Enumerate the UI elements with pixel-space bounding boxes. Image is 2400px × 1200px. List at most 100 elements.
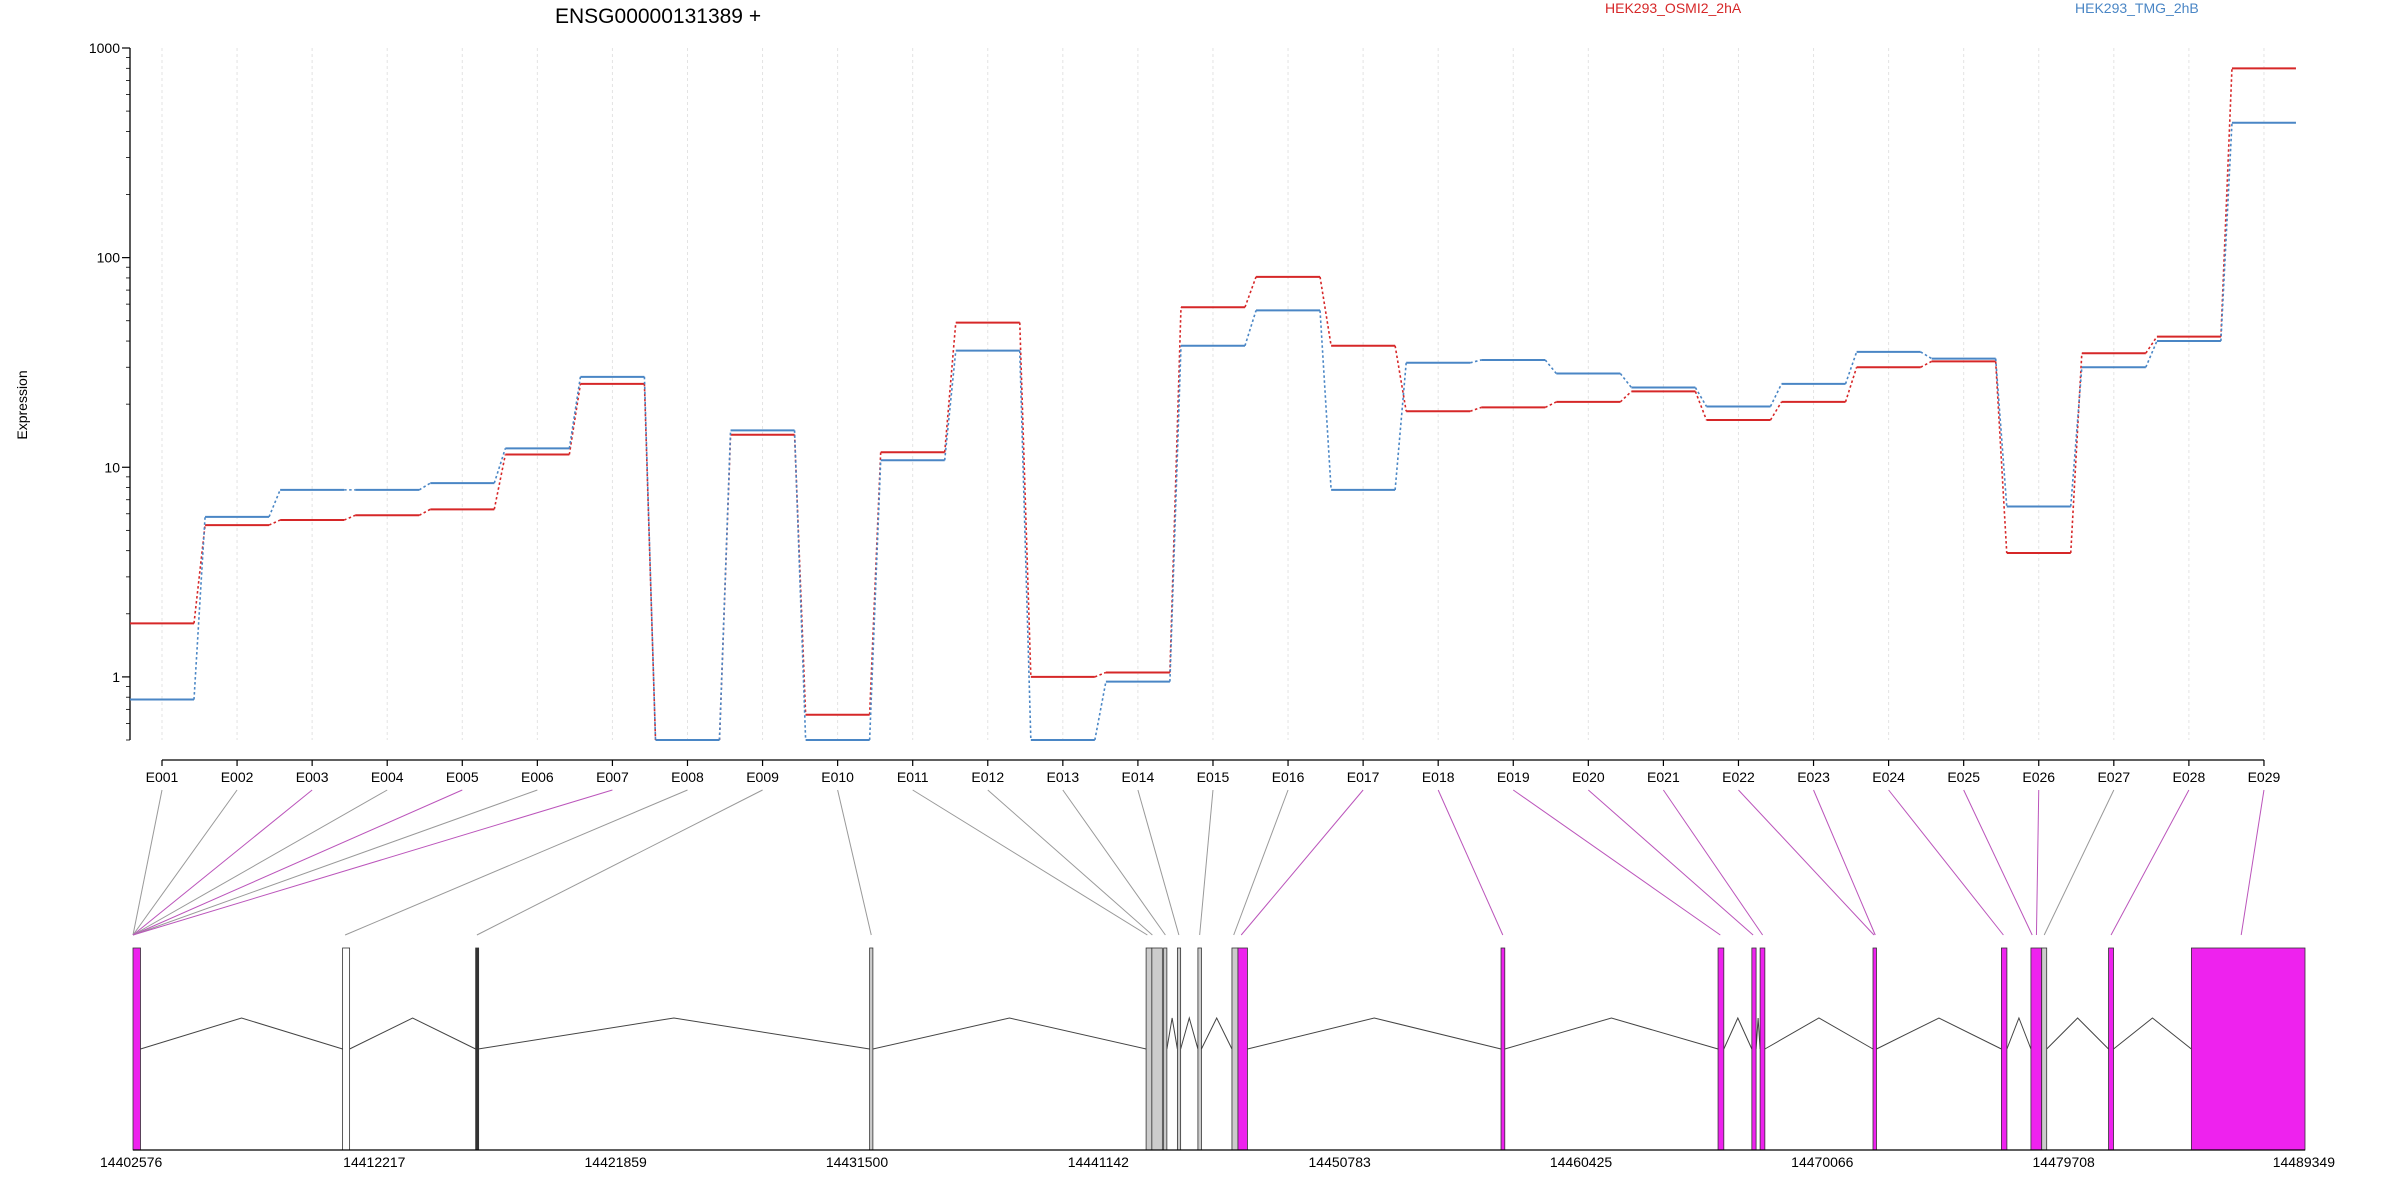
series-transition	[1844, 367, 1858, 403]
y-tick-label: 1	[112, 669, 120, 685]
exon-box-8	[1176, 947, 1182, 1151]
x-tick-label-e025: E025	[1947, 769, 1980, 785]
x-tick-label-e018: E018	[1422, 769, 1455, 785]
intron-line	[1247, 1017, 1502, 1050]
series-transition	[1769, 383, 1783, 407]
y-axis: 1 10 100 1000	[89, 40, 131, 741]
coordinate-tick-label: 14470066	[1791, 1154, 1854, 1170]
connector-e016	[1233, 789, 1289, 936]
coordinate-tick-label: 14450783	[1309, 1154, 1372, 1170]
connector-e008	[344, 789, 688, 936]
connector-e021	[1662, 789, 1764, 936]
connector-e018	[1437, 789, 1504, 936]
x-tick-label-e028: E028	[2173, 769, 2206, 785]
exon-box-4	[869, 947, 874, 1151]
x-axis: E001 E002 E003 E004 E005 E006 E007 E008 E009 E010…	[146, 759, 2281, 785]
x-tick-label-e007: E007	[596, 769, 629, 785]
connector-e012	[987, 789, 1153, 936]
x-tick-label-e011: E011	[897, 769, 929, 785]
series-transition	[943, 350, 957, 461]
series-transition	[493, 454, 507, 510]
series-transition	[2069, 367, 2083, 507]
series-transition	[1244, 310, 1257, 346]
connector-e017	[1240, 789, 1364, 936]
connector-e029	[2240, 789, 2265, 936]
x-tick-label-e027: E027	[2097, 769, 2130, 785]
exon-box-18	[2030, 947, 2043, 1151]
intron-line	[478, 1017, 870, 1050]
series-transition	[1920, 351, 1933, 360]
intron-line	[2113, 1017, 2192, 1050]
series-transition	[1018, 322, 1032, 677]
x-tick-label-e002: E002	[221, 769, 254, 785]
connector-e002	[132, 789, 238, 936]
intron-line	[2006, 1016, 2032, 1050]
series-transition	[1544, 401, 1557, 409]
exon-box-6	[1151, 947, 1163, 1151]
x-tick-label-e016: E016	[1272, 769, 1305, 785]
series-transition	[493, 448, 507, 484]
x-tick-label-e029: E029	[2248, 769, 2281, 785]
series-transition	[1244, 276, 1257, 308]
series-transition	[793, 430, 807, 741]
series-transition	[1394, 362, 1407, 490]
x-tick-label-e024: E024	[1872, 769, 1905, 785]
exon-box-19	[2041, 947, 2048, 1151]
series-transition	[2220, 68, 2233, 337]
coordinate-tick-label: 14412217	[343, 1154, 406, 1170]
y-tick-label: 1000	[89, 40, 120, 56]
intron-line	[140, 1017, 343, 1050]
series-transition	[1469, 406, 1482, 413]
series-transition	[1994, 358, 2008, 507]
x-tick-label-e017: E017	[1347, 769, 1380, 785]
intron-line	[349, 1017, 476, 1050]
connector-e023	[1813, 789, 1876, 936]
series-transition	[1844, 351, 1858, 385]
series-transition	[1018, 350, 1032, 741]
exon-box-15	[1759, 947, 1766, 1151]
x-tick-label-e019: E019	[1497, 769, 1530, 785]
coordinate-tick-label: 14460425	[1550, 1154, 1613, 1170]
legend-entry-tmg: HEK293_TMG_2hB	[2075, 0, 2199, 16]
exon-box-21	[2190, 947, 2306, 1151]
x-tick-label-e026: E026	[2022, 769, 2055, 785]
series-transition	[2145, 336, 2158, 354]
intron-line	[2046, 1017, 2109, 1050]
series-transition	[1694, 387, 1708, 407]
exon-box-9	[1197, 947, 1202, 1151]
connector-e028	[2110, 789, 2190, 936]
intron-line	[1504, 1017, 1719, 1050]
x-tick-label-e023: E023	[1797, 769, 1830, 785]
connector-e007	[132, 789, 613, 936]
series-transition	[1619, 373, 1633, 389]
connector-e013	[1062, 789, 1166, 936]
intron-line	[872, 1017, 1147, 1050]
series-transition	[943, 322, 957, 453]
series-transition	[868, 460, 882, 741]
intron-line	[1166, 1017, 1178, 1050]
x-tick-label-e010: E010	[821, 769, 854, 785]
series-transition	[418, 508, 431, 517]
connector-e010	[837, 789, 872, 936]
intron-line	[1876, 1017, 2002, 1050]
coordinate-tick-label: 14479708	[2033, 1154, 2096, 1170]
x-tick-label-e008: E008	[671, 769, 704, 785]
series-transition	[568, 383, 582, 455]
series-transition	[1094, 671, 1107, 678]
series-transition	[193, 516, 206, 700]
coordinate-tick-label: 14441142	[1068, 1154, 1129, 1170]
x-tick-label-e006: E006	[521, 769, 554, 785]
intron-line	[1723, 1016, 1753, 1050]
x-tick-label-e003: E003	[296, 769, 329, 785]
series-hek293_osmi2_2ha	[130, 67, 2296, 741]
series-transition	[268, 489, 281, 518]
y-axis-label: Expression	[14, 370, 30, 439]
x-tick-label-e001: E001	[146, 769, 179, 785]
series-transition	[268, 519, 281, 526]
coordinate-tick-label: 14402576	[100, 1154, 163, 1170]
y-tick-label: 10	[104, 459, 120, 475]
exon-box-7	[1163, 947, 1168, 1151]
x-tick-label-e013: E013	[1046, 769, 1079, 785]
legend-entry-osmi2: HEK293_OSMI2_2hA	[1605, 0, 1742, 16]
series-transition	[193, 524, 206, 624]
